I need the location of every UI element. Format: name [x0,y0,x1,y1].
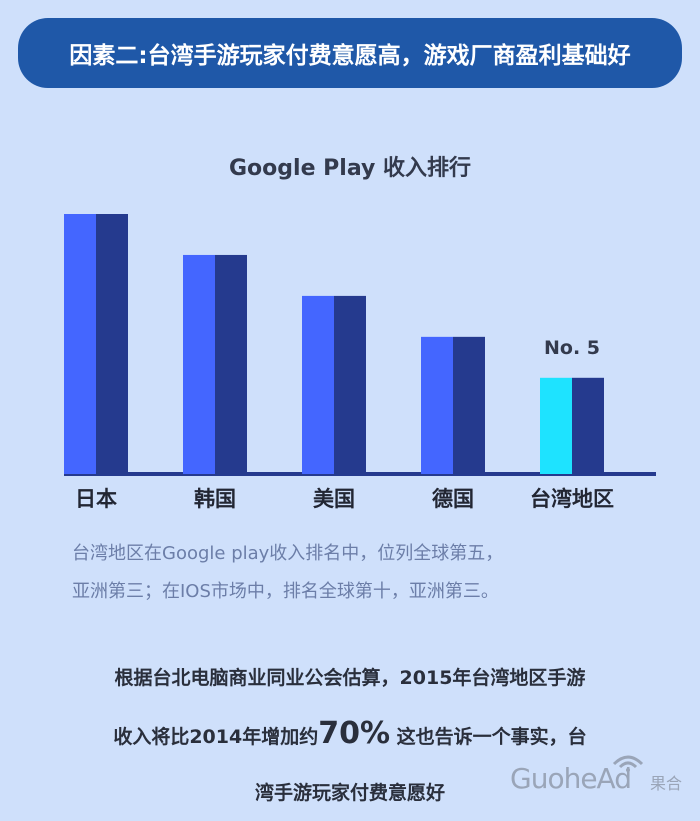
header-banner: 因素二:台湾手游玩家付费意愿高，游戏厂商盈利基础好 [18,18,682,88]
summary-line-2-b: 这也告诉一个事实，台 [390,726,587,748]
x-tick-label: 美国 [313,487,355,511]
summary-text: 根据台北电脑商业同业公会估算，2015年台湾地区手游 收入将比2014年增加约7… [20,650,680,821]
bar-2-back [334,295,366,474]
banner-title: 因素二:台湾手游玩家付费意愿高，游戏厂商盈利基础好 [69,43,631,69]
bar-4-back [572,377,604,474]
x-tick-label: 德国 [432,487,474,511]
summary-line-2: 收入将比2014年增加约70% 这也告诉一个事实，台 [20,706,680,765]
bar-1-back [215,254,247,474]
x-tick-label: 日本 [75,487,117,511]
chart-title: Google Play 收入排行 [229,156,471,181]
bar-1-front [183,254,215,474]
wifi-signal-icon [612,755,644,772]
bar-0-front [64,214,96,474]
x-tick-label: 韩国 [194,487,236,511]
x-tick-label: 台湾地区 [530,487,614,511]
caption-line-1: 台湾地区在Google play收入排名中，位列全球第五， [72,543,504,564]
bar-4-front [540,377,572,474]
summary-line-3: 湾手游玩家付费意愿好 [254,782,445,804]
bar-2-front [302,295,334,474]
bar-0-back [96,214,128,474]
caption-line-2: 亚洲第三；在IOS市场中，排名全球第十，亚洲第三。 [72,581,499,602]
bar-annotation: No. 5 [544,337,600,359]
bar-3-back [453,336,485,474]
summary-line-2-a: 收入将比2014年增加约 [113,726,319,748]
logo-cn: 果合 [650,774,683,793]
chart-caption: 台湾地区在Google play收入排名中，位列全球第五， 亚洲第三；在IOS市… [72,535,672,611]
summary-line-1: 根据台北电脑商业同业公会估算，2015年台湾地区手游 [114,667,586,689]
growth-percent: 70% [318,716,391,751]
logo-text: GuoheAd [510,762,632,795]
guohead-logo: GuoheAd 果合 [508,748,694,808]
bar-chart: 日本 韩国 美国 德国 台湾地区 No. 5 [64,214,656,511]
bar-3-front [421,336,453,474]
